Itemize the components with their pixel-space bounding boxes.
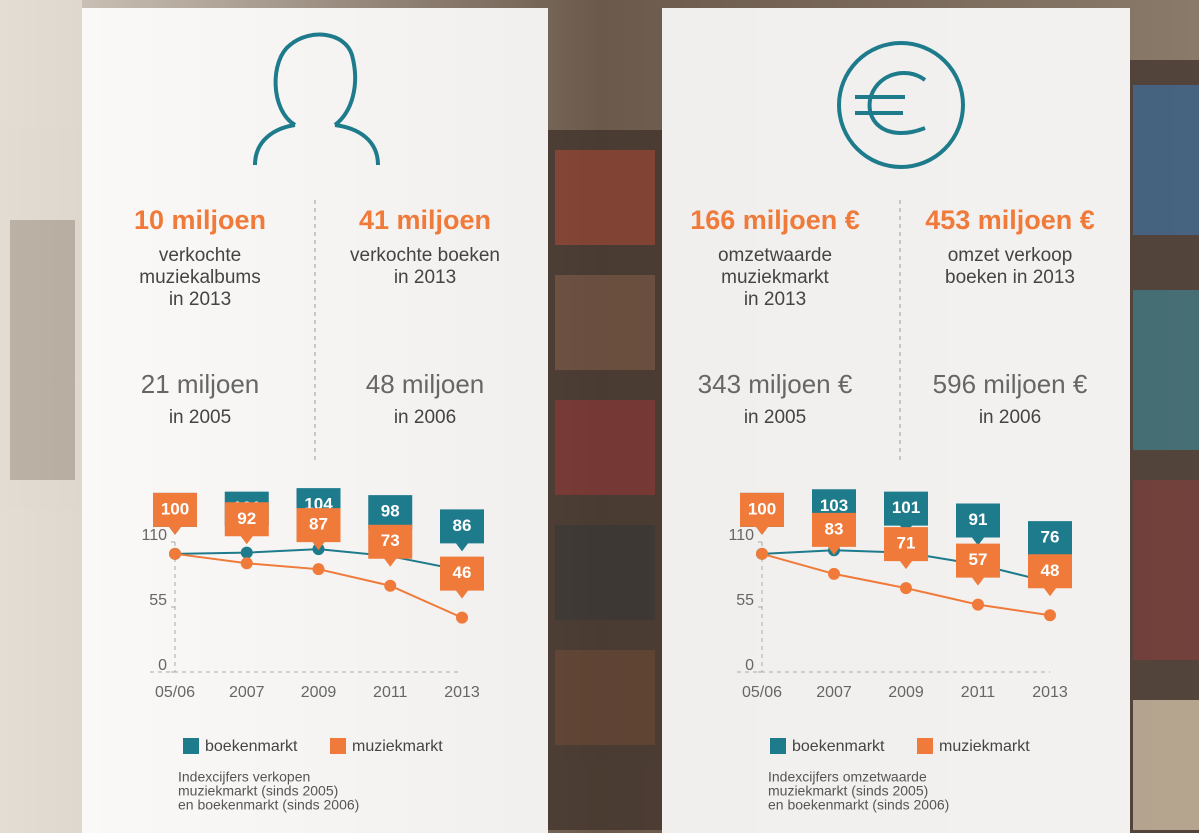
value-label: 100 bbox=[161, 499, 189, 518]
chart-note: muziekmarkt (sinds 2005) bbox=[178, 783, 338, 799]
legend-label: boekenmarkt bbox=[792, 738, 885, 755]
old-stat-value: 596 miljoen € bbox=[933, 369, 1088, 399]
value-label-box bbox=[1028, 521, 1072, 564]
old-stat-label: in 2006 bbox=[979, 407, 1041, 428]
stat-label: boeken in 2013 bbox=[945, 267, 1075, 288]
value-label-box bbox=[224, 502, 269, 545]
legend-swatch bbox=[330, 738, 346, 754]
stat-label: omzetwaarde bbox=[718, 245, 832, 266]
legend-label: muziekmarkt bbox=[352, 738, 443, 755]
y-tick-label: 110 bbox=[141, 527, 167, 544]
legend-swatch bbox=[917, 738, 933, 754]
stat-label: omzet verkoop bbox=[948, 245, 1073, 266]
stat-label: in 2013 bbox=[744, 289, 806, 310]
data-point bbox=[900, 582, 912, 595]
value-label: 92 bbox=[237, 509, 256, 528]
stat-label: verkochte boeken bbox=[350, 245, 500, 266]
value-label: 46 bbox=[453, 563, 472, 582]
value-label: 76 bbox=[1041, 528, 1060, 547]
chart-note: Indexcijfers verkopen bbox=[178, 769, 310, 785]
chart-note: muziekmarkt (sinds 2005) bbox=[768, 783, 928, 799]
value-label: 100 bbox=[748, 499, 776, 518]
value-label: 48 bbox=[1041, 561, 1060, 580]
value-label: 57 bbox=[969, 550, 988, 569]
legend-label: boekenmarkt bbox=[205, 738, 298, 755]
data-point bbox=[240, 546, 253, 559]
x-tick-label: 2009 bbox=[888, 684, 924, 701]
value-label-box bbox=[440, 509, 484, 552]
x-tick-label: 2007 bbox=[816, 684, 852, 701]
chart-note: Indexcijfers omzetwaarde bbox=[768, 769, 927, 785]
stat-label: in 2013 bbox=[394, 267, 456, 288]
data-point bbox=[169, 547, 181, 560]
y-tick-label: 0 bbox=[158, 657, 167, 674]
value-label-box bbox=[153, 492, 197, 535]
value-label-box bbox=[368, 524, 413, 567]
y-tick-label: 55 bbox=[149, 592, 167, 609]
stat-label: muziekalbums bbox=[139, 267, 260, 288]
data-point bbox=[456, 611, 468, 624]
chart-note: en boekenmarkt (sinds 2006) bbox=[768, 797, 949, 813]
value-label: 91 bbox=[969, 510, 988, 529]
stat-label: muziekmarkt bbox=[721, 267, 829, 288]
value-label-box bbox=[884, 527, 928, 570]
old-stat-value: 48 miljoen bbox=[366, 369, 485, 399]
value-label: 86 bbox=[453, 516, 472, 535]
panel bbox=[82, 8, 548, 833]
value-label-box bbox=[884, 491, 928, 534]
value-label-box bbox=[956, 543, 1000, 586]
x-tick-label: 05/06 bbox=[155, 684, 195, 701]
value-label: 87 bbox=[309, 515, 328, 534]
value-label-box bbox=[956, 503, 1000, 546]
value-label-box bbox=[1028, 554, 1072, 597]
value-label-box bbox=[440, 556, 484, 599]
data-point bbox=[756, 547, 768, 560]
old-stat-label: in 2005 bbox=[744, 407, 806, 428]
value-label-box bbox=[740, 492, 784, 535]
data-point bbox=[384, 579, 397, 592]
chart-note: en boekenmarkt (sinds 2006) bbox=[178, 797, 359, 813]
data-point bbox=[828, 567, 840, 580]
old-stat-value: 21 miljoen bbox=[141, 369, 260, 399]
value-label: 98 bbox=[381, 502, 400, 521]
person-icon bbox=[253, 32, 380, 166]
y-tick-label: 110 bbox=[728, 527, 754, 544]
y-tick-label: 0 bbox=[745, 657, 754, 674]
legend-swatch bbox=[770, 738, 786, 754]
x-tick-label: 2011 bbox=[961, 684, 996, 701]
x-tick-label: 2013 bbox=[1032, 684, 1068, 701]
stat-value: 453 miljoen € bbox=[925, 205, 1095, 235]
x-tick-label: 2007 bbox=[229, 684, 265, 701]
stat-value: 10 miljoen bbox=[134, 205, 266, 235]
stat-value: 41 miljoen bbox=[359, 205, 491, 235]
value-label: 103 bbox=[820, 496, 848, 515]
stat-label: verkochte bbox=[159, 245, 241, 266]
stat-value: 166 miljoen € bbox=[690, 205, 860, 235]
x-tick-label: 2011 bbox=[373, 684, 408, 701]
x-tick-label: 2013 bbox=[444, 684, 480, 701]
value-label: 71 bbox=[897, 534, 916, 553]
data-point bbox=[972, 598, 984, 611]
value-label: 83 bbox=[825, 519, 844, 538]
old-stat-label: in 2006 bbox=[394, 407, 456, 428]
legend-swatch bbox=[183, 738, 199, 754]
euro-icon bbox=[837, 41, 965, 169]
value-label: 101 bbox=[892, 498, 920, 517]
old-stat-label: in 2005 bbox=[169, 407, 231, 428]
value-label: 73 bbox=[381, 531, 400, 550]
value-label-box bbox=[296, 508, 341, 551]
panel bbox=[662, 8, 1130, 833]
value-label-box bbox=[812, 512, 856, 555]
data-point bbox=[312, 563, 325, 576]
x-tick-label: 2009 bbox=[301, 684, 337, 701]
data-point bbox=[240, 557, 253, 570]
stat-label: in 2013 bbox=[169, 289, 231, 310]
old-stat-value: 343 miljoen € bbox=[698, 369, 853, 399]
y-tick-label: 55 bbox=[736, 592, 754, 609]
legend-label: muziekmarkt bbox=[939, 738, 1030, 755]
x-tick-label: 05/06 bbox=[742, 684, 782, 701]
data-point bbox=[1044, 609, 1056, 622]
